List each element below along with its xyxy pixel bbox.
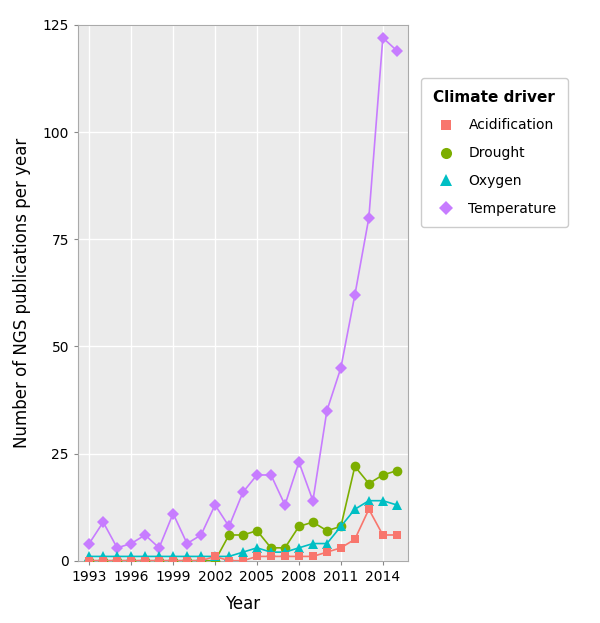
Legend: Acidification, Drought, Oxygen, Temperature: Acidification, Drought, Oxygen, Temperat… bbox=[421, 78, 568, 227]
X-axis label: Year: Year bbox=[226, 595, 260, 613]
Y-axis label: Number of NGS publications per year: Number of NGS publications per year bbox=[13, 138, 31, 448]
